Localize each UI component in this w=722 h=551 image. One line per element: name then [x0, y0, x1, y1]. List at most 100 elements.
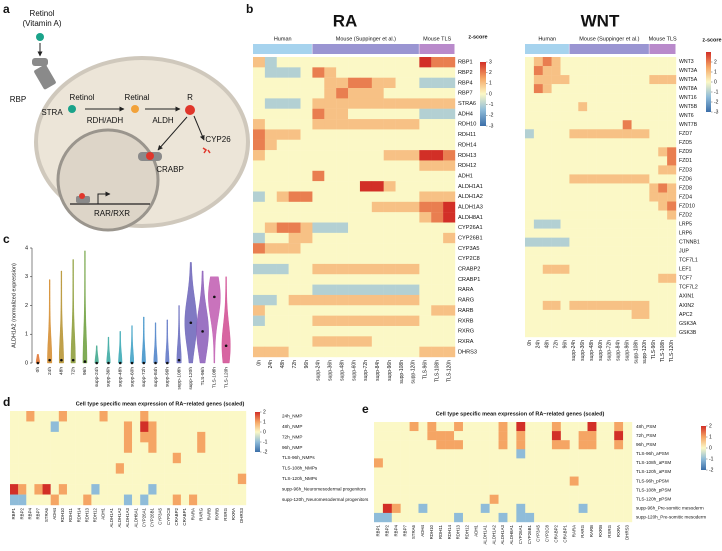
heatmap-cell	[164, 473, 173, 485]
heatmap-cell	[407, 336, 420, 347]
heatmap-cell	[596, 422, 606, 432]
heatmap-cell	[237, 442, 247, 453]
heatmap-cell	[560, 102, 570, 112]
heatmap-cell	[371, 170, 384, 182]
heatmap-cell	[649, 102, 659, 112]
heatmap-cell	[383, 222, 396, 234]
heatmap-cell	[578, 93, 588, 103]
heatmap-cell	[276, 88, 289, 99]
heatmap-cell	[348, 212, 361, 223]
heatmap-cell	[436, 440, 446, 450]
heatmap-cell	[471, 494, 481, 505]
heatmap-cell	[348, 284, 361, 296]
heatmap-cell	[587, 201, 597, 211]
heatmap-cell	[604, 138, 615, 148]
heatmap-cell	[75, 452, 84, 464]
heatmap-cell	[649, 300, 659, 311]
heatmap-cell	[542, 201, 552, 211]
heatmap-cell	[409, 512, 419, 523]
row-label: FZD4	[679, 194, 692, 200]
heatmap-cell	[34, 473, 43, 485]
row-label: RARA	[458, 287, 474, 293]
heatmap-cell	[431, 212, 444, 223]
heatmap-cell	[543, 422, 553, 432]
heatmap-cell	[640, 264, 650, 274]
heatmap-cell	[525, 282, 535, 293]
heatmap-cell	[587, 494, 597, 505]
heatmap-cell	[276, 243, 289, 254]
heatmap-cell	[622, 282, 632, 293]
heatmap-cell	[667, 237, 677, 247]
heatmap-cell	[507, 422, 517, 432]
heatmap-cell	[91, 431, 100, 443]
row-label: TCF7	[679, 276, 692, 282]
column-label: DHRS3	[625, 524, 630, 539]
heatmap-cell	[383, 274, 396, 285]
heatmap-cell	[443, 108, 456, 120]
heatmap-cell	[107, 452, 116, 464]
heatmap-cell	[631, 138, 641, 148]
heatmap-cell	[533, 201, 543, 211]
heatmap-cell	[91, 463, 100, 474]
heatmap-cell	[587, 165, 597, 175]
heatmap-cell	[383, 191, 396, 203]
heatmap-cell	[264, 201, 277, 213]
label: RAR/RXR	[94, 209, 130, 218]
heatmap-cell	[324, 243, 337, 254]
heatmap-cell	[288, 253, 301, 265]
heatmap-cell	[551, 147, 561, 157]
heatmap-cell	[569, 512, 579, 523]
heatmap-cell	[409, 431, 419, 441]
heatmap-cell	[180, 494, 190, 506]
heatmap-cell	[604, 327, 615, 338]
heatmap: Cell type specific mean expression of RA…	[374, 411, 714, 545]
heatmap-cell	[525, 147, 535, 157]
heatmap-cell	[640, 174, 650, 184]
heatmap-cell	[534, 458, 544, 468]
heatmap-cell	[443, 119, 456, 130]
heatmap-cell	[542, 255, 552, 265]
heatmap-cell	[443, 212, 456, 223]
heatmap-cell	[560, 228, 570, 238]
column-label: RBP1	[376, 524, 381, 536]
heatmap-cell	[407, 98, 420, 109]
heatmap-cell	[525, 273, 535, 284]
heatmap-cell	[649, 282, 659, 293]
heatmap-cell	[409, 503, 419, 514]
heatmap-cell	[587, 219, 597, 229]
label: STRA	[41, 108, 63, 117]
row-label: FZD10	[679, 203, 695, 209]
row-label: 48h_NMP	[282, 424, 302, 429]
heatmap-cell	[604, 309, 615, 320]
heatmap-cell	[569, 494, 579, 505]
heatmap-cell	[34, 421, 43, 433]
heatmap-cell	[533, 66, 543, 76]
violin	[35, 354, 40, 364]
heatmap-cell	[383, 88, 396, 99]
heatmap-cell	[578, 494, 588, 505]
heatmap-cell	[10, 473, 19, 485]
heatmap-cell	[407, 305, 420, 316]
heatmap-cell	[276, 181, 289, 192]
heatmap-cell	[419, 222, 432, 234]
heatmap-cell	[516, 512, 526, 523]
heatmap-cell	[205, 411, 214, 422]
heatmap-cell	[431, 346, 444, 358]
heatmap-cell	[560, 255, 570, 265]
heatmap-cell	[253, 305, 266, 316]
heatmap-cell	[18, 494, 27, 506]
colorbar-tick-label: 1	[489, 81, 492, 87]
heatmap-cell	[382, 431, 392, 441]
heatmap-cell	[489, 476, 499, 486]
heatmap-cell	[604, 111, 615, 121]
heatmap-cell	[604, 246, 615, 256]
heatmap-cell	[172, 421, 182, 433]
heatmap-cell	[587, 300, 597, 311]
heatmap-cell	[667, 129, 677, 139]
column-group-bar	[569, 44, 649, 54]
heatmap-cell	[156, 431, 165, 443]
heatmap-cell	[180, 431, 190, 443]
heatmap-cell	[596, 93, 606, 103]
heatmap-cell	[140, 494, 149, 506]
heatmap-cell	[613, 147, 623, 157]
